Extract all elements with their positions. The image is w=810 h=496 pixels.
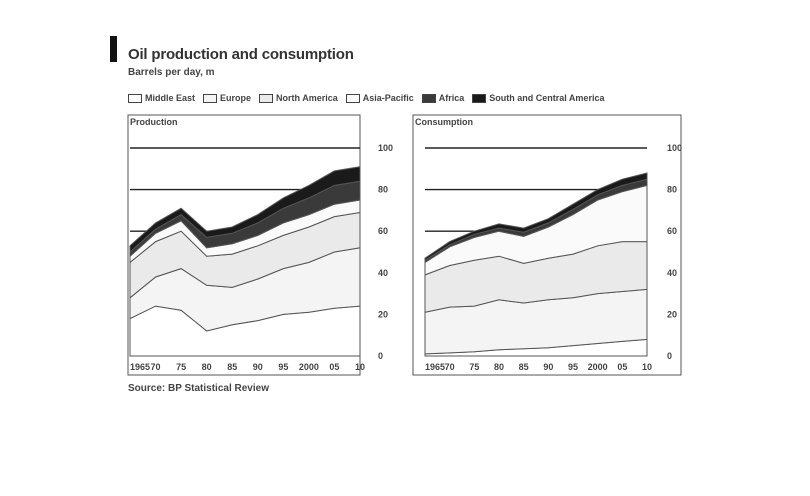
legend-label: Africa	[438, 93, 465, 103]
x-tick-label: 80	[494, 362, 504, 372]
y-tick-label: 100	[378, 143, 393, 153]
legend-label: North America	[276, 93, 338, 103]
x-tick-label: 85	[227, 362, 237, 372]
legend-swatch	[345, 93, 360, 103]
legend-swatch	[128, 93, 142, 103]
x-tick-label: 70	[445, 362, 455, 372]
legend-swatch	[472, 93, 487, 103]
area-south-and-central-america	[129, 166, 361, 254]
y-tick-label: 0	[667, 351, 672, 361]
y-tick-label: 100	[667, 143, 682, 153]
panel-title: Production	[130, 117, 178, 127]
x-tick-label: 90	[543, 362, 553, 372]
x-tick-label: 1965	[130, 362, 150, 372]
production-panel: Production 0 20 40 60 80 100 1965 70 75 80 85 90 95 20…	[127, 114, 393, 376]
legend-swatch	[259, 93, 274, 103]
legend-item-europe: Europe	[203, 93, 251, 103]
x-tick-label: 05	[329, 362, 339, 372]
y-tick-label: 40	[378, 268, 388, 278]
legend-item-africa: Africa	[421, 93, 465, 103]
x-tick-label: 2000	[588, 362, 608, 372]
legend-swatch	[421, 93, 436, 103]
panel-title: Consumption	[415, 117, 473, 127]
legend-item-south-central-america: South and Central America	[472, 93, 604, 103]
consumption-panel: Consumption 0 20 40 60 80 100 1965 70 75 80 85 90 95 2…	[412, 114, 682, 376]
chart-title: Oil production and consumption	[128, 46, 354, 63]
title-marker	[110, 36, 117, 62]
y-tick-label: 20	[667, 309, 677, 319]
y-tick-label: 40	[667, 268, 677, 278]
legend: Middle East Europe North America Asia-Pa…	[128, 91, 612, 105]
x-tick-label: 95	[278, 362, 288, 372]
legend-item-asia-pacific: Asia-Pacific	[345, 93, 414, 103]
x-tick-label: 10	[355, 362, 365, 372]
legend-label: South and Central America	[489, 93, 605, 103]
x-tick-label: 05	[617, 362, 627, 372]
x-tick-label: 70	[151, 362, 161, 372]
legend-item-middle-east: Middle East	[128, 93, 195, 103]
legend-label: Middle East	[145, 93, 196, 103]
x-tick-label: 2000	[299, 362, 319, 372]
y-tick-label: 80	[667, 185, 677, 195]
y-tick-label: 0	[378, 351, 383, 361]
x-tick-label: 1965	[425, 362, 445, 372]
x-tick-label: 10	[642, 362, 652, 372]
x-tick-label: 90	[253, 362, 263, 372]
legend-swatch	[203, 93, 218, 103]
legend-label: Asia-Pacific	[362, 93, 414, 103]
area-south-and-central-america	[424, 172, 648, 262]
x-tick-label: 75	[469, 362, 479, 372]
x-tick-label: 75	[176, 362, 186, 372]
source-note: Source: BP Statistical Review	[128, 383, 269, 394]
x-tick-label: 85	[519, 362, 529, 372]
y-tick-label: 20	[378, 309, 388, 319]
x-tick-label: 95	[568, 362, 578, 372]
legend-label: Europe	[220, 93, 252, 103]
panel-frame	[412, 114, 682, 376]
legend-item-north-america: North America	[259, 93, 338, 103]
y-tick-label: 60	[667, 226, 677, 236]
x-tick-label: 80	[202, 362, 212, 372]
y-tick-label: 80	[378, 185, 388, 195]
chart-subtitle: Barrels per day, m	[128, 67, 215, 78]
y-tick-label: 60	[378, 226, 388, 236]
